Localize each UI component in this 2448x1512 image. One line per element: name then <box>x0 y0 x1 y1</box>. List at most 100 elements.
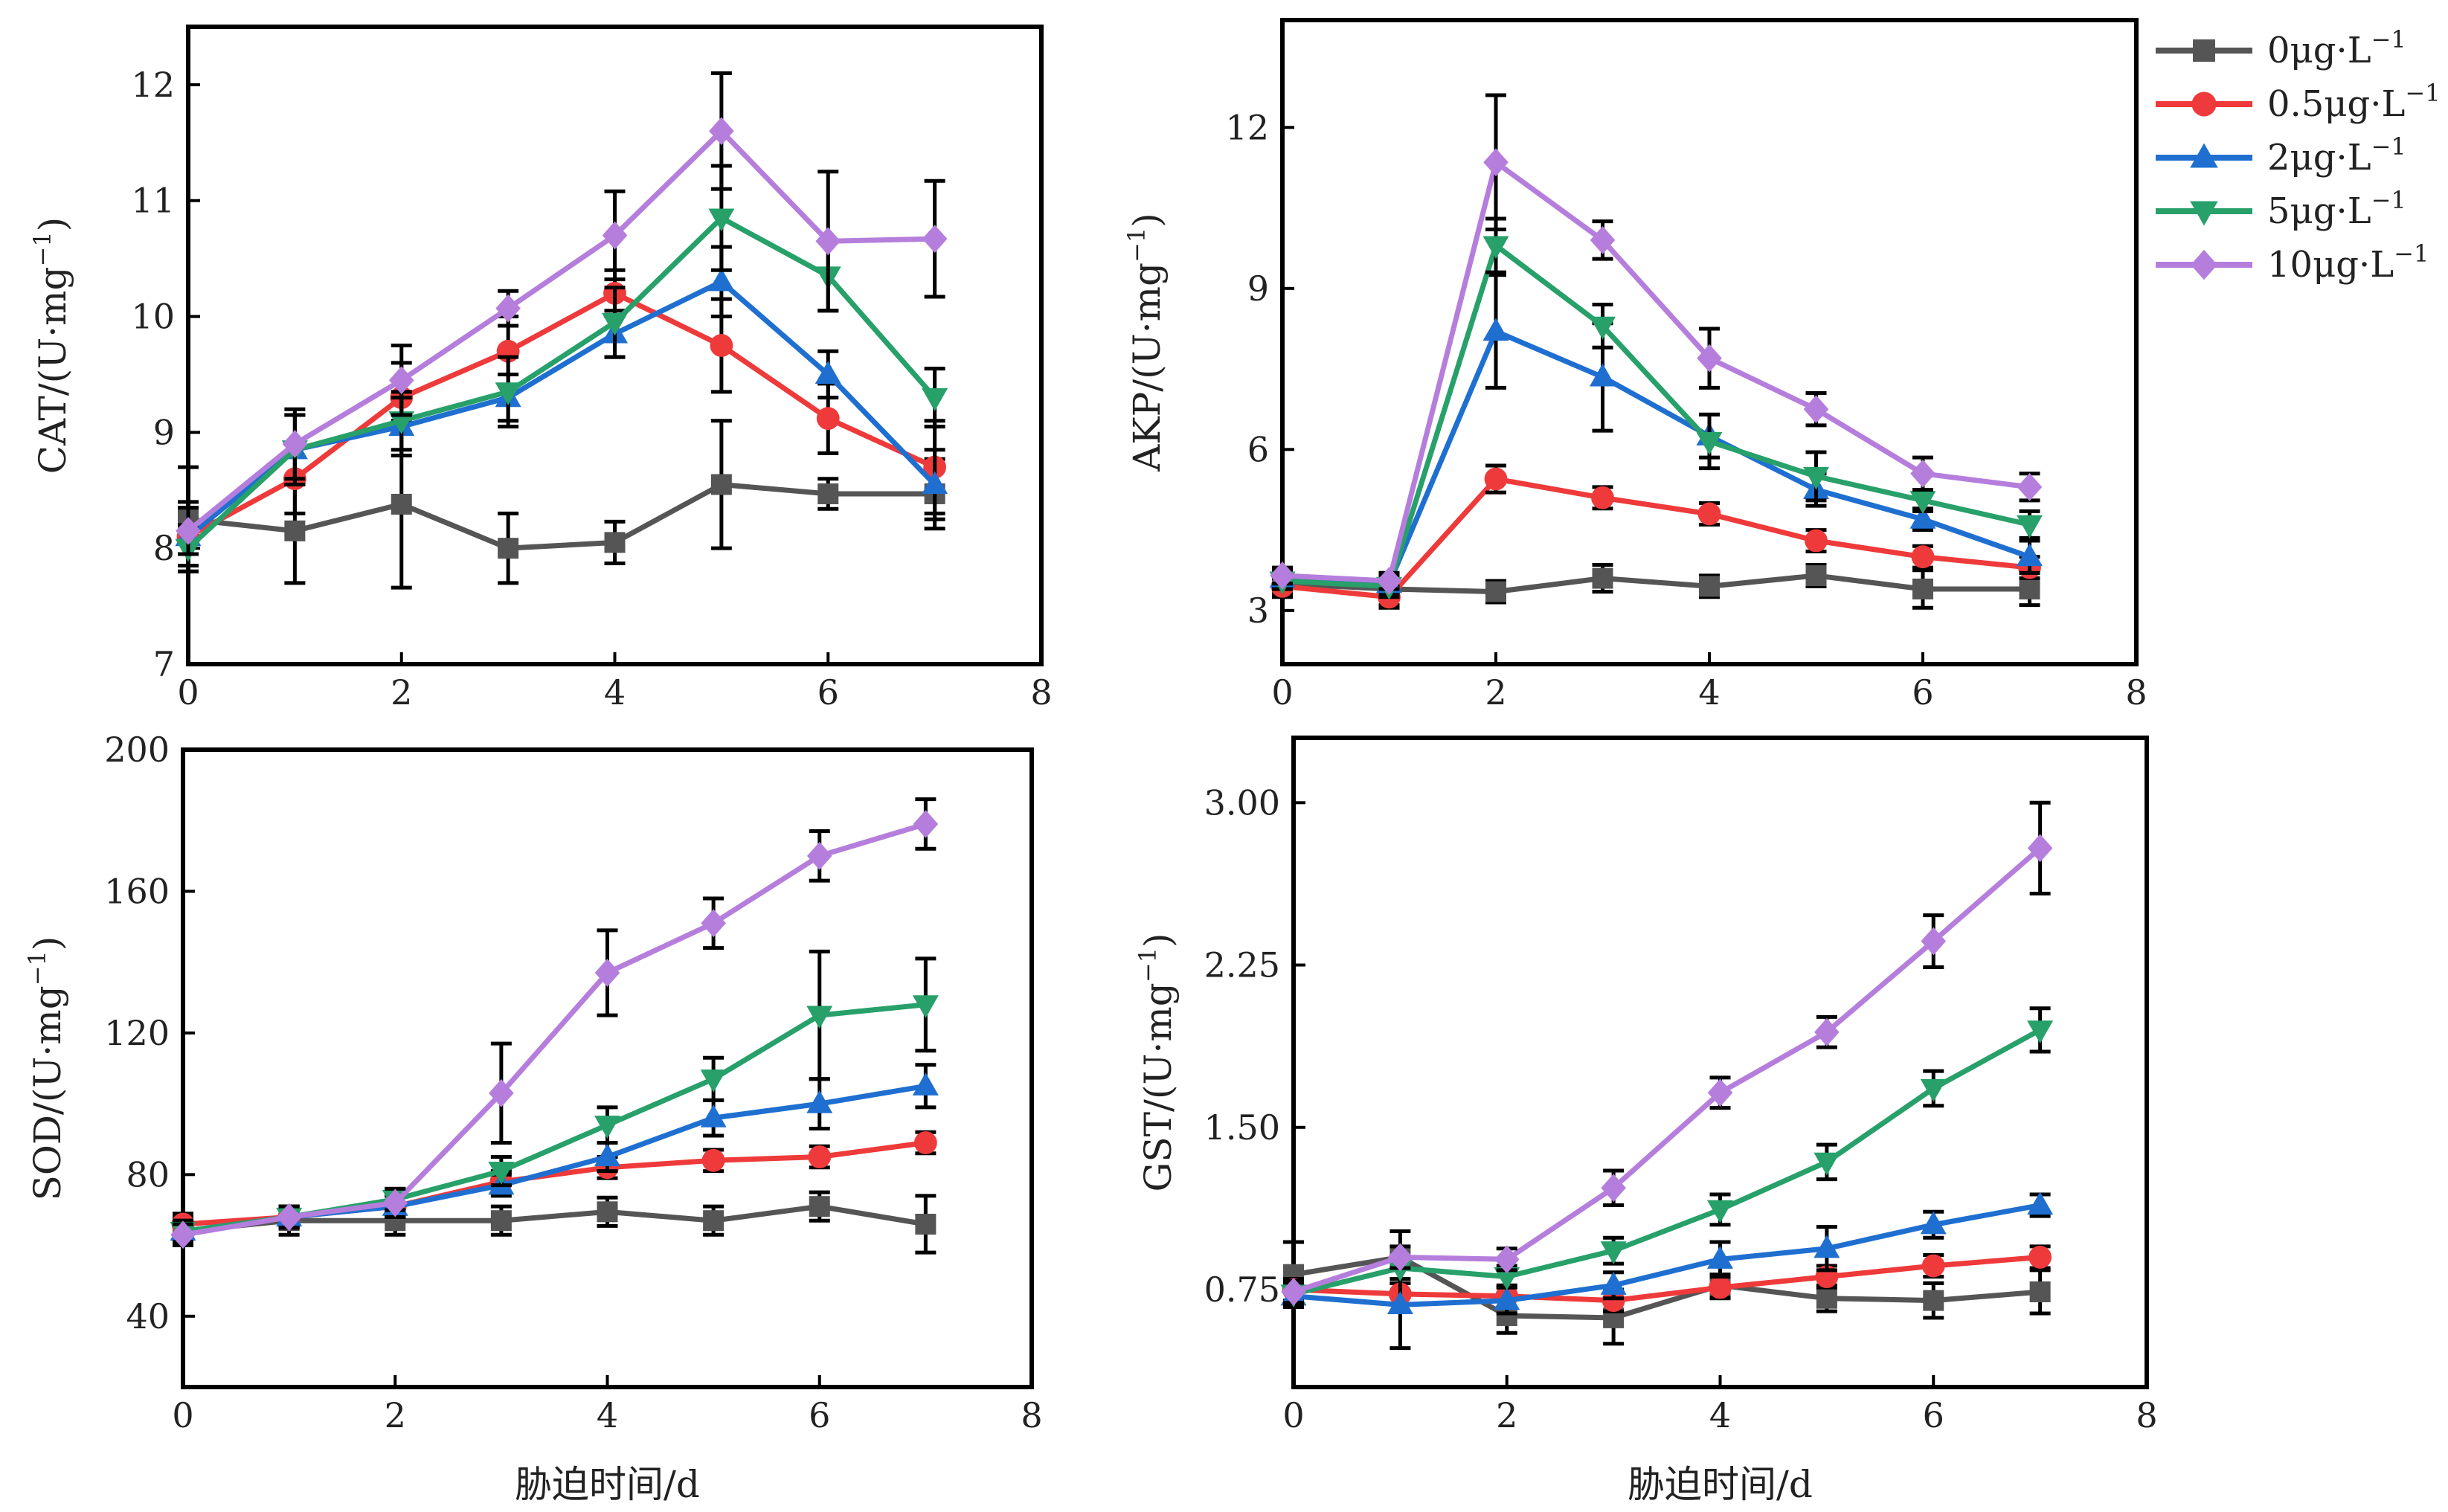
data-point <box>2027 1020 2054 1044</box>
data-point <box>701 909 726 938</box>
data-point <box>913 810 939 838</box>
x-tick-label: 6 <box>1923 1395 1944 1435</box>
data-point <box>710 334 733 357</box>
data-point <box>1921 927 1947 956</box>
data-point <box>488 1161 515 1185</box>
data-point <box>701 1148 725 1172</box>
series-line <box>1282 329 2031 587</box>
y-axis-label: CAT/(U·mg−1) <box>28 217 74 474</box>
data-point <box>806 1090 833 1113</box>
data-point <box>1494 1245 1520 1274</box>
data-point <box>176 516 201 545</box>
data-point <box>922 225 948 254</box>
data-point <box>1805 564 1827 586</box>
data-point <box>915 1213 937 1235</box>
data-point <box>597 1201 618 1223</box>
data-point <box>1697 344 1722 373</box>
data-point <box>382 1188 408 1217</box>
data-point <box>282 430 308 458</box>
data-point <box>1813 1152 1840 1176</box>
series-line <box>1282 573 2030 595</box>
data-point <box>708 208 735 232</box>
data-point <box>1590 363 1616 387</box>
data-point <box>489 1078 514 1107</box>
y-axis-label: GST/(U·mg−1) <box>1134 933 1180 1191</box>
data-point <box>498 538 519 559</box>
data-point <box>1805 529 1828 553</box>
series-group <box>1270 93 2043 596</box>
data-point <box>2029 1281 2051 1302</box>
series-group <box>176 71 948 556</box>
data-point <box>815 361 841 385</box>
series-line <box>1293 1203 2041 1307</box>
data-point <box>602 312 628 336</box>
data-point <box>708 268 735 292</box>
x-tick-label: 4 <box>604 672 626 712</box>
plot-frame <box>181 747 1034 1389</box>
legend-label: 0.5μg·L−1 <box>2267 79 2441 125</box>
x-tick-label: 4 <box>597 1395 618 1435</box>
data-point <box>1910 459 1935 488</box>
y-tick-label: 3.00 <box>1204 782 1280 823</box>
x-tick-label: 6 <box>809 1395 830 1435</box>
series-line <box>1293 1254 2040 1304</box>
series-line <box>1292 846 2042 1295</box>
data-point <box>912 1072 939 1096</box>
data-point <box>1485 581 1506 602</box>
data-point <box>1592 567 1613 589</box>
legend-marker <box>2191 91 2217 117</box>
x-tick-label: 0 <box>1271 672 1293 712</box>
y-tick-label: 11 <box>131 181 175 221</box>
series-group <box>1272 562 2040 610</box>
data-point <box>1601 1174 1626 1203</box>
data-point <box>2017 543 2043 567</box>
data-point <box>594 959 620 987</box>
data-point <box>1494 1287 1520 1310</box>
y-tick-label: 9 <box>153 412 175 452</box>
legend-item: 0.5μg·L−1 <box>2156 79 2441 125</box>
series-line <box>1282 242 2031 589</box>
data-point <box>2028 1246 2052 1269</box>
data-point <box>710 474 732 495</box>
legend-label: 5μg·L−1 <box>2267 186 2406 232</box>
x-tick-label: 6 <box>817 672 839 712</box>
data-point <box>1912 578 1933 599</box>
data-point <box>602 221 628 250</box>
data-point <box>284 520 306 541</box>
legend-label: 0μg·L−1 <box>2267 25 2406 71</box>
data-point <box>703 1210 725 1232</box>
series-line <box>186 215 937 550</box>
y-tick-label: 12 <box>131 65 175 105</box>
data-point <box>1909 491 1936 515</box>
series-line <box>187 290 937 539</box>
x-tick-label: 2 <box>385 1395 406 1435</box>
y-tick-label: 40 <box>126 1296 170 1336</box>
data-point <box>1696 431 1723 455</box>
x-tick-label: 8 <box>1030 672 1052 712</box>
data-point <box>1923 1290 1944 1311</box>
y-tick-label: 2.25 <box>1204 945 1280 985</box>
x-tick-label: 8 <box>2125 672 2147 712</box>
legend-item: 0μg·L−1 <box>2156 25 2406 71</box>
data-point <box>913 1131 937 1154</box>
data-point <box>1911 545 1935 569</box>
data-point <box>1813 1235 1840 1258</box>
y-tick-label: 3 <box>1247 591 1269 631</box>
data-point <box>808 1145 832 1168</box>
data-point <box>170 1220 196 1249</box>
data-point <box>816 407 840 431</box>
legend: 0μg·L−1 0.5μg·L−1 2μg·L−1 5μg·L−1 10μg·L−1 <box>2156 25 2441 286</box>
x-tick-label: 2 <box>391 672 412 712</box>
data-point <box>604 532 626 553</box>
data-point <box>276 1203 302 1232</box>
data-point <box>1697 502 1721 526</box>
data-point <box>1814 1017 1840 1046</box>
data-point <box>1909 505 1936 529</box>
data-point <box>1482 318 1509 341</box>
data-point <box>388 366 414 395</box>
legend-marker <box>2191 249 2217 280</box>
data-point <box>1590 316 1616 340</box>
data-point <box>1591 486 1614 509</box>
legend-item: 5μg·L−1 <box>2156 186 2406 232</box>
series-line <box>182 821 927 1238</box>
